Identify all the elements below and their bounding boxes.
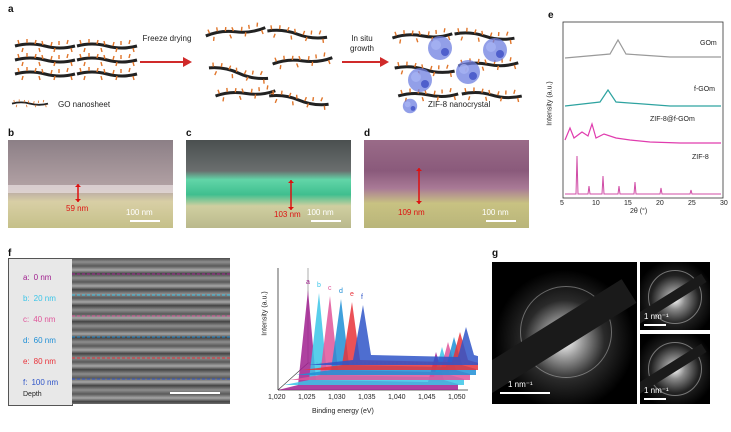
- xrd-ylabel: Intensity (a.u.): [546, 81, 554, 126]
- sem-cross-section-f: [72, 258, 230, 404]
- xps-peak-letter: e: [350, 291, 354, 298]
- xps-plot: [277, 268, 478, 391]
- depth-label: a: 0 nm: [23, 273, 52, 282]
- saed-main: 1 nm⁻¹: [492, 262, 637, 404]
- xrd-xtick: 10: [592, 200, 600, 207]
- depth-label: f: 100 nm: [23, 378, 59, 387]
- go-legend-label: GO nanosheet: [58, 100, 111, 109]
- xps-xlabel: Binding energy (eV): [312, 408, 374, 415]
- trace-label-gom: GOm: [700, 40, 717, 47]
- xps-xtick: 1,025: [298, 394, 316, 401]
- xps-peak-letter: f: [361, 294, 363, 301]
- xps-trace: [296, 299, 476, 375]
- sem-image-c: 103 nm 100 nm: [186, 140, 351, 228]
- depth-label: d: 60 nm: [23, 336, 56, 345]
- zif-go-composite: [390, 25, 524, 104]
- trace-zif-fgom: [564, 121, 721, 144]
- xps-xtick: 1,020: [268, 394, 286, 401]
- zif-legend-label: ZIF-8 nanocrystal: [428, 100, 491, 109]
- go-nanosheet-legend-icon: [11, 98, 49, 109]
- saed-main-scale: 1 nm⁻¹: [508, 380, 533, 389]
- xrd-xtick: 15: [624, 200, 632, 207]
- xps-xtick: 1,030: [328, 394, 346, 401]
- xps-xtick: 1,035: [358, 394, 376, 401]
- xrd-xtick: 30: [720, 200, 728, 207]
- xps-ylabel: Intensity (a.u.): [261, 291, 269, 336]
- arrow-1-icon: [183, 57, 192, 67]
- arrow-2-icon: [380, 57, 389, 67]
- panel-a-label: a: [8, 4, 14, 15]
- depth-label: e: 80 nm: [23, 357, 56, 366]
- xps-peak-letter: b: [317, 282, 321, 289]
- step2-label: In situ growth: [349, 34, 374, 53]
- panel-e-label: e: [548, 10, 554, 21]
- xps-peak-letter: a: [306, 279, 310, 286]
- depth-title: Depth: [23, 391, 42, 398]
- xrd-xtick: 25: [688, 200, 696, 207]
- xps-peak-letter: c: [328, 285, 332, 292]
- scale-b: 100 nm: [126, 208, 153, 217]
- saed-bottom: 1 nm⁻¹: [640, 334, 710, 404]
- trace-gom: [564, 38, 721, 59]
- xps-xtick: 1,050: [448, 394, 466, 401]
- zif-crystal-legend-icon: [402, 98, 418, 114]
- xrd-xtick: 5: [560, 200, 564, 207]
- scale-d: 100 nm: [482, 208, 509, 217]
- xrd-xlabel: 2θ (°): [630, 208, 648, 215]
- saed-top-scale: 1 nm⁻¹: [644, 312, 669, 321]
- depth-label: c: 40 nm: [23, 315, 56, 324]
- xrd-plot: [562, 21, 724, 199]
- stacked-go-sheets: [13, 37, 139, 82]
- scale-c: 100 nm: [307, 208, 334, 217]
- saed-bottom-scale: 1 nm⁻¹: [644, 386, 669, 395]
- trace-label-zif-fgom: ZIF-8@f-GOm: [650, 116, 695, 123]
- xps-peak-letter: d: [339, 288, 343, 295]
- depth-legend-box: a: 0 nm b: 20 nm c: 40 nm d: 60 nm e: 80 nm f: 100 …: [8, 258, 73, 406]
- panel-g-label: g: [492, 248, 499, 259]
- xrd-xtick: 20: [656, 200, 664, 207]
- trace-fgom: [564, 88, 721, 107]
- sem-image-d: 109 nm 100 nm: [364, 140, 529, 228]
- panel-f-label: f: [8, 248, 12, 259]
- xps-trace: [308, 305, 478, 365]
- panel-b-label: b: [8, 128, 15, 139]
- depth-label: b: 20 nm: [23, 294, 56, 303]
- xps-trace: [302, 302, 478, 370]
- trace-label-fgom: f-GOm: [694, 86, 715, 93]
- saed-top: 1 nm⁻¹: [640, 262, 710, 330]
- panel-c-label: c: [186, 128, 192, 139]
- panel-a-schematic: [11, 19, 524, 114]
- thickness-d: 109 nm: [398, 208, 425, 217]
- trace-label-zif8: ZIF-8: [692, 154, 709, 161]
- panel-d-label: d: [364, 128, 371, 139]
- thickness-c: 103 nm: [274, 210, 301, 219]
- xps-xtick: 1,040: [388, 394, 406, 401]
- separated-go-sheets: [203, 19, 335, 112]
- xps-xtick: 1,045: [418, 394, 436, 401]
- sem-image-b: 59 nm 100 nm: [8, 140, 173, 228]
- trace-zif8: [565, 155, 721, 195]
- thickness-b: 59 nm: [66, 204, 89, 213]
- step1-label: Freeze drying: [142, 34, 192, 43]
